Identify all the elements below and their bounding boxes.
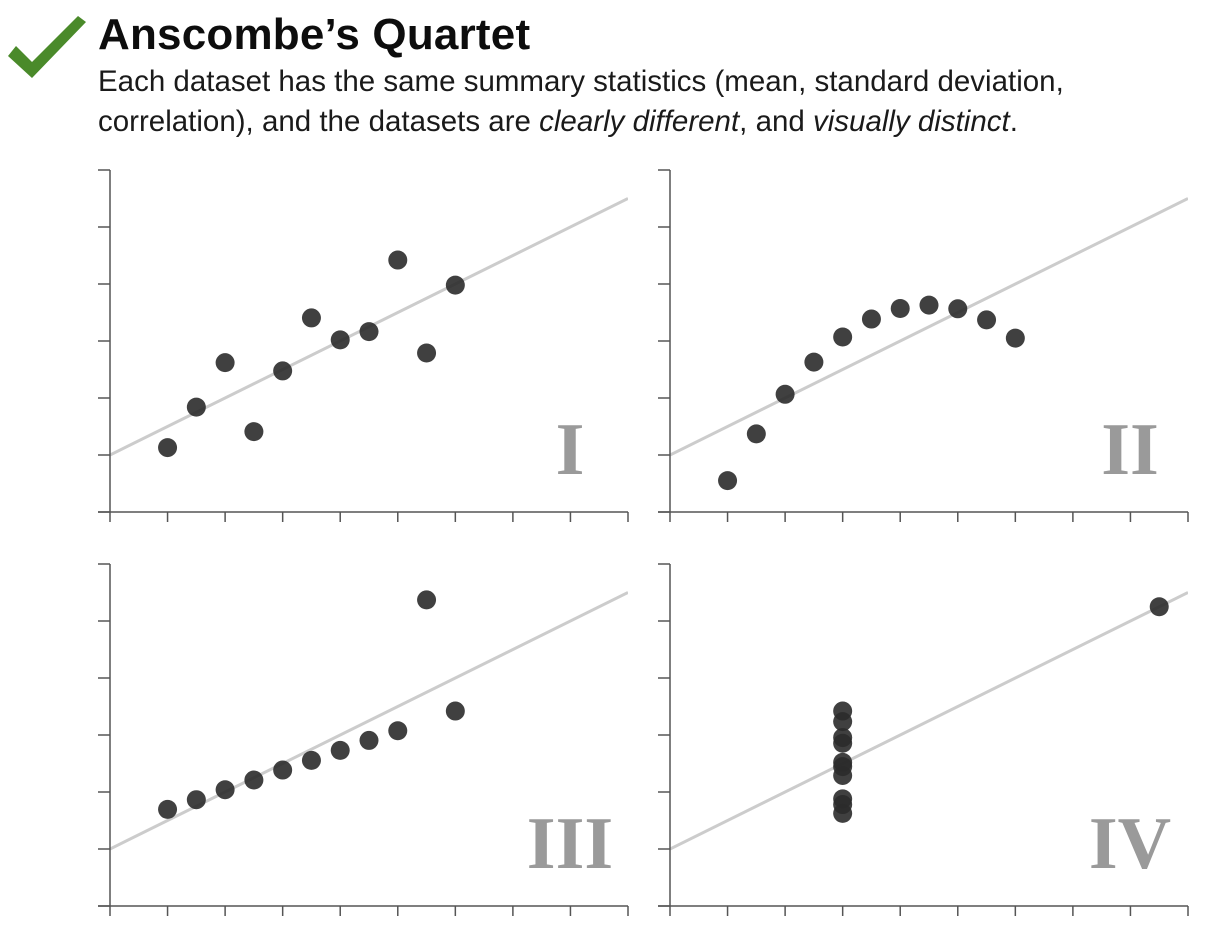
fit-line [670, 591, 1188, 851]
data-point [388, 250, 408, 270]
data-point [833, 327, 853, 347]
data-point [244, 770, 264, 790]
data-point [158, 438, 178, 458]
page-title: Anscombe’s Quartet [98, 10, 531, 59]
subtitle-text: correlation), and the datasets are [98, 105, 540, 138]
data-point [158, 799, 178, 819]
data-point [833, 712, 853, 732]
subtitle-text: , and [739, 105, 813, 138]
data-point [919, 295, 939, 315]
data-point [273, 361, 293, 381]
data-point [833, 728, 853, 748]
data-point [1005, 328, 1025, 348]
data-point [186, 397, 206, 417]
panel-label: III [527, 803, 613, 885]
data-point [890, 299, 910, 319]
data-point [388, 721, 408, 741]
page-subtitle: Each dataset has the same summary statis… [98, 62, 1208, 142]
panel-label: II [1101, 409, 1159, 491]
data-point [833, 757, 853, 777]
subtitle-emphasis-different: clearly different [539, 105, 740, 138]
panel-label: I [556, 409, 585, 491]
scatter-panel-II: II [658, 169, 1189, 522]
data-point [301, 308, 321, 328]
scatter-panel-IV: IV [658, 563, 1189, 916]
data-point [186, 790, 206, 810]
panel-label: IV [1089, 803, 1171, 885]
data-point [359, 730, 379, 750]
data-point [1149, 597, 1169, 617]
data-point [359, 322, 379, 342]
fit-line [670, 197, 1188, 457]
data-point [301, 750, 321, 770]
data-point [804, 352, 824, 372]
data-point [977, 310, 997, 330]
data-point [775, 384, 795, 404]
data-point [330, 740, 350, 760]
check-icon [8, 16, 86, 78]
subtitle-text: . [1009, 105, 1018, 138]
data-point [273, 760, 293, 780]
data-point [948, 299, 968, 319]
data-point [244, 422, 264, 442]
data-point [718, 471, 738, 491]
data-point [215, 353, 235, 373]
scatter-panel-III: III [98, 563, 629, 916]
data-point [861, 309, 881, 329]
data-point [417, 343, 437, 363]
data-point [215, 780, 235, 800]
subtitle-emphasis-distinct: visually distinct [812, 105, 1010, 138]
data-point [330, 330, 350, 350]
scatter-panel-I: I [98, 169, 629, 522]
subtitle-line-1: Each dataset has the same summary statis… [98, 65, 1064, 98]
data-point [417, 590, 437, 610]
data-point [445, 275, 465, 295]
data-point [833, 795, 853, 815]
data-point [746, 424, 766, 444]
data-point [445, 701, 465, 721]
